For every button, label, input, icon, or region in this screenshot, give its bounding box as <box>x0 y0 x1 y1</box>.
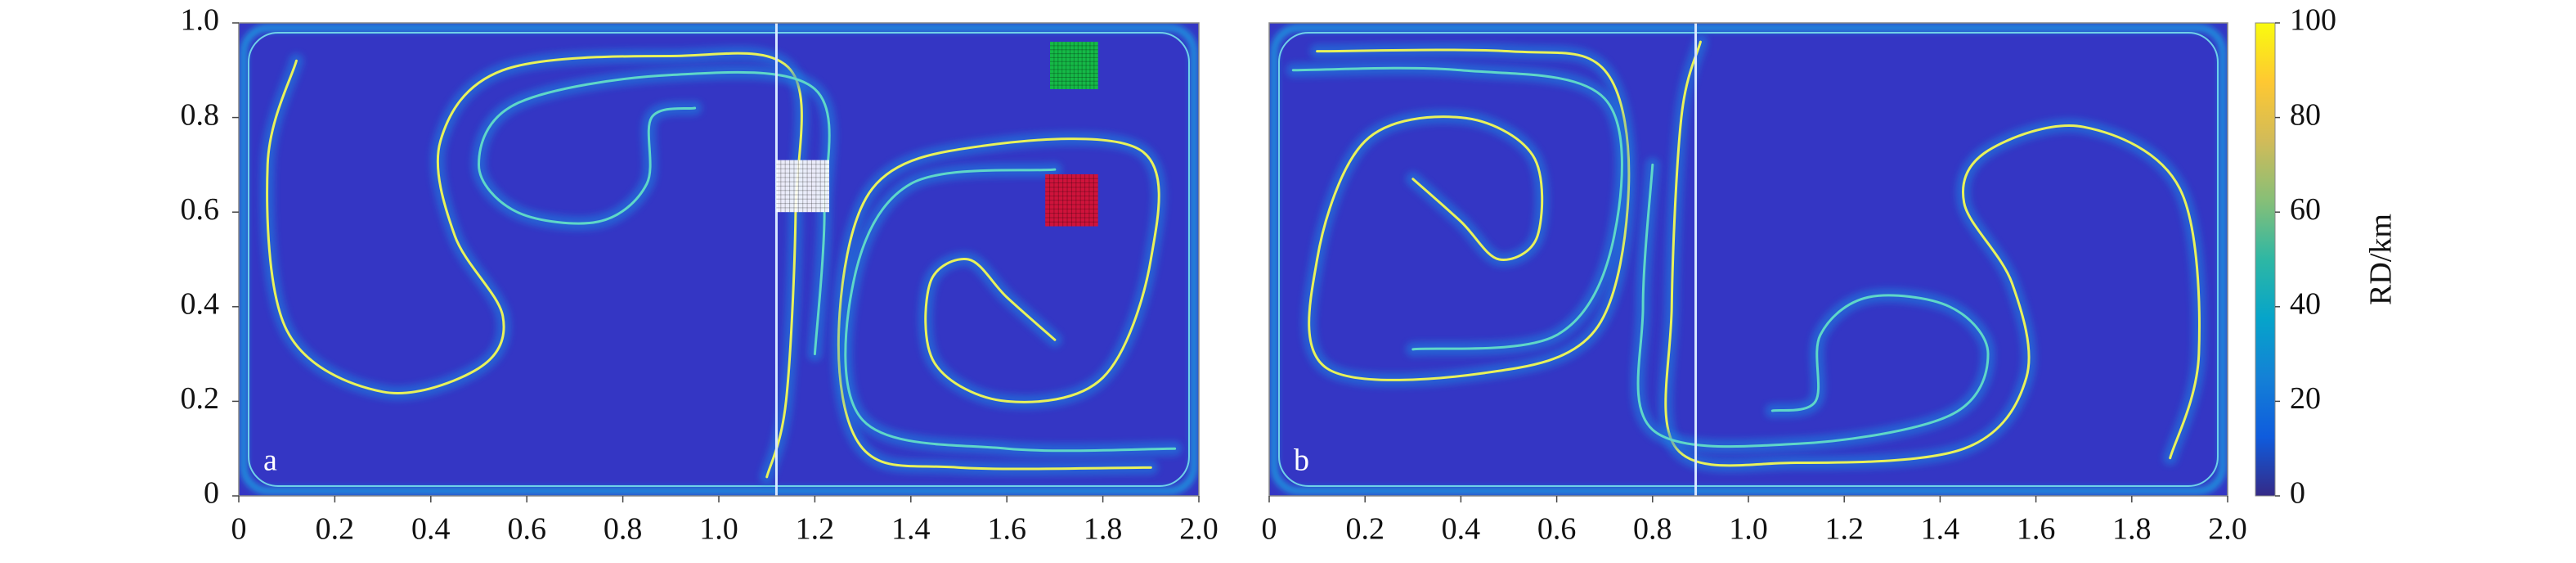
flow-line <box>1309 50 1629 380</box>
boundary-line <box>1279 33 2218 486</box>
x-tick-label: 1.0 <box>1729 512 1768 547</box>
colorbar-tick-label: 0 <box>2290 476 2305 511</box>
panel-label: b <box>1294 444 1309 478</box>
panel: a0 0.2 0.4 0.6 0.8 1.0 1.2 1.4 1.6 1.8 2.000.20.40… <box>181 3 1218 547</box>
x-tick-label: 0.2 <box>316 512 355 547</box>
x-tick-label: 1.0 <box>699 512 738 547</box>
colorbar-tick-label: 100 <box>2290 3 2336 38</box>
y-tick-label: 0.6 <box>181 192 220 227</box>
flow-line <box>838 139 1159 469</box>
x-tick-label: 0.6 <box>1537 512 1577 547</box>
flow-line <box>1293 68 1622 349</box>
flow-line <box>1638 164 1988 446</box>
colorbar-tick-label: 60 <box>2290 192 2321 227</box>
x-tick-label: 2.0 <box>2208 512 2247 547</box>
field-background <box>1269 23 2228 496</box>
flow-line <box>1666 42 2200 466</box>
x-tick-label: 1.8 <box>1084 512 1123 547</box>
x-tick-label: 1.4 <box>1921 512 1960 547</box>
x-tick-label: 1.2 <box>1824 512 1864 547</box>
x-tick-label: 1.6 <box>987 512 1026 547</box>
x-tick-label: 2.0 <box>1179 512 1218 547</box>
field <box>1274 23 2223 496</box>
seed-fill <box>1050 42 1098 89</box>
x-tick-label: 1.8 <box>2112 512 2152 547</box>
x-tick-label: 0.4 <box>1442 512 1481 547</box>
boundary-glow <box>1274 28 2223 491</box>
seed-fill <box>776 160 830 213</box>
colorbar-tick-label: 80 <box>2290 97 2321 132</box>
x-tick-label: 0.6 <box>507 512 546 547</box>
x-tick-label: 0 <box>1262 512 1277 547</box>
seed-fill <box>1045 173 1098 227</box>
seed-region <box>1045 173 1098 227</box>
field <box>244 23 1194 496</box>
y-tick-label: 0.4 <box>181 287 220 322</box>
x-tick-label: 0 <box>231 512 247 547</box>
flow-line <box>846 169 1175 451</box>
boundary-line <box>249 33 1189 486</box>
y-tick-label: 0.2 <box>181 381 220 416</box>
panel: b0 0.2 0.4 0.6 0.8 1.0 1.2 1.4 1.6 1.8 2.0 <box>1262 22 2247 547</box>
flow-line <box>479 72 830 354</box>
boundary-glow <box>244 28 1194 491</box>
seed-region <box>776 160 830 213</box>
x-tick-label: 0.8 <box>604 512 643 547</box>
x-tick-label: 0.2 <box>1345 512 1384 547</box>
x-tick-label: 1.2 <box>796 512 835 547</box>
colorbar-label: RD/km <box>2364 214 2399 305</box>
colorbar <box>2255 22 2276 497</box>
seed-region <box>1050 42 1098 89</box>
y-tick-label: 0 <box>204 476 219 511</box>
field-background <box>239 23 1199 496</box>
x-tick-label: 1.4 <box>891 512 931 547</box>
x-tick-label: 1.6 <box>2017 512 2056 547</box>
x-tick-label: 0.8 <box>1633 512 1672 547</box>
colorbar-tick-label: 20 <box>2290 381 2321 416</box>
y-tick-label: 1.0 <box>181 3 220 38</box>
y-tick-label: 0.8 <box>181 97 220 132</box>
x-tick-label: 0.4 <box>411 512 451 547</box>
panel-label: a <box>263 444 277 478</box>
colorbar-tick-label: 40 <box>2290 287 2321 322</box>
